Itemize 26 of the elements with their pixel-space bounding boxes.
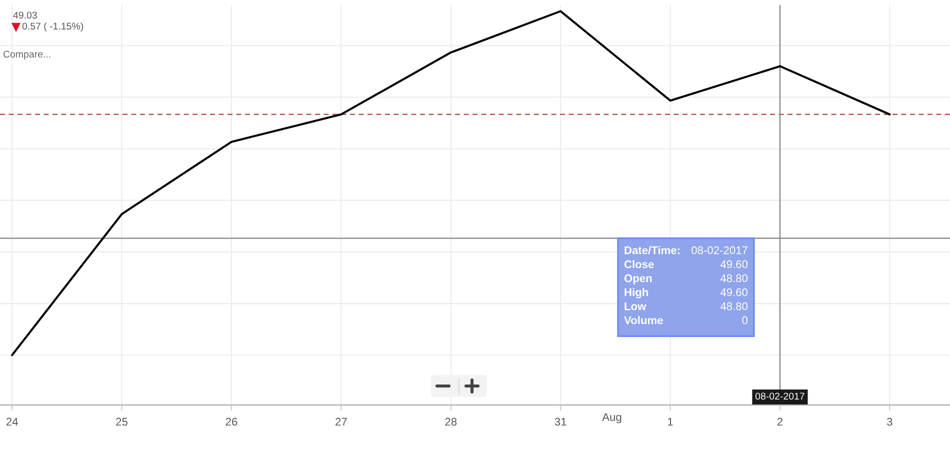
annotation: 49.60 [720, 288, 748, 296]
annotation: 0 [742, 316, 748, 324]
x-tick-label: 28 [445, 418, 457, 426]
annotation: 08-02-2017 [692, 246, 748, 254]
annotation: 0.57 ( -1.15%) [22, 22, 83, 32]
annotation: 48.80 [720, 302, 748, 310]
x-tick-label: 31 [554, 418, 566, 426]
ref-line-label: 08-02-2017 [755, 392, 804, 400]
annotation: 49.03 [13, 12, 37, 19]
annotation: 49.60 [720, 260, 748, 268]
x-tick-label: 2 [777, 418, 782, 426]
x-tick-label: 27 [336, 418, 347, 426]
x-tick-label: 1 [668, 418, 673, 426]
annotation: Compare... [3, 50, 50, 60]
x-tick-label: 26 [226, 418, 238, 426]
text: Aug [602, 413, 622, 424]
annotation: High [624, 288, 648, 298]
x-tick-label: 24 [6, 418, 18, 426]
x-tick-label: 3 [887, 418, 892, 426]
annotation: Volume [624, 316, 663, 324]
annotation: Open [624, 274, 652, 284]
annotation: Close [624, 260, 654, 268]
annotation: Low [624, 302, 646, 310]
annotation: Date/Time: [624, 246, 680, 254]
x-tick-label: 25 [116, 418, 128, 426]
annotation: 48.80 [720, 274, 748, 282]
